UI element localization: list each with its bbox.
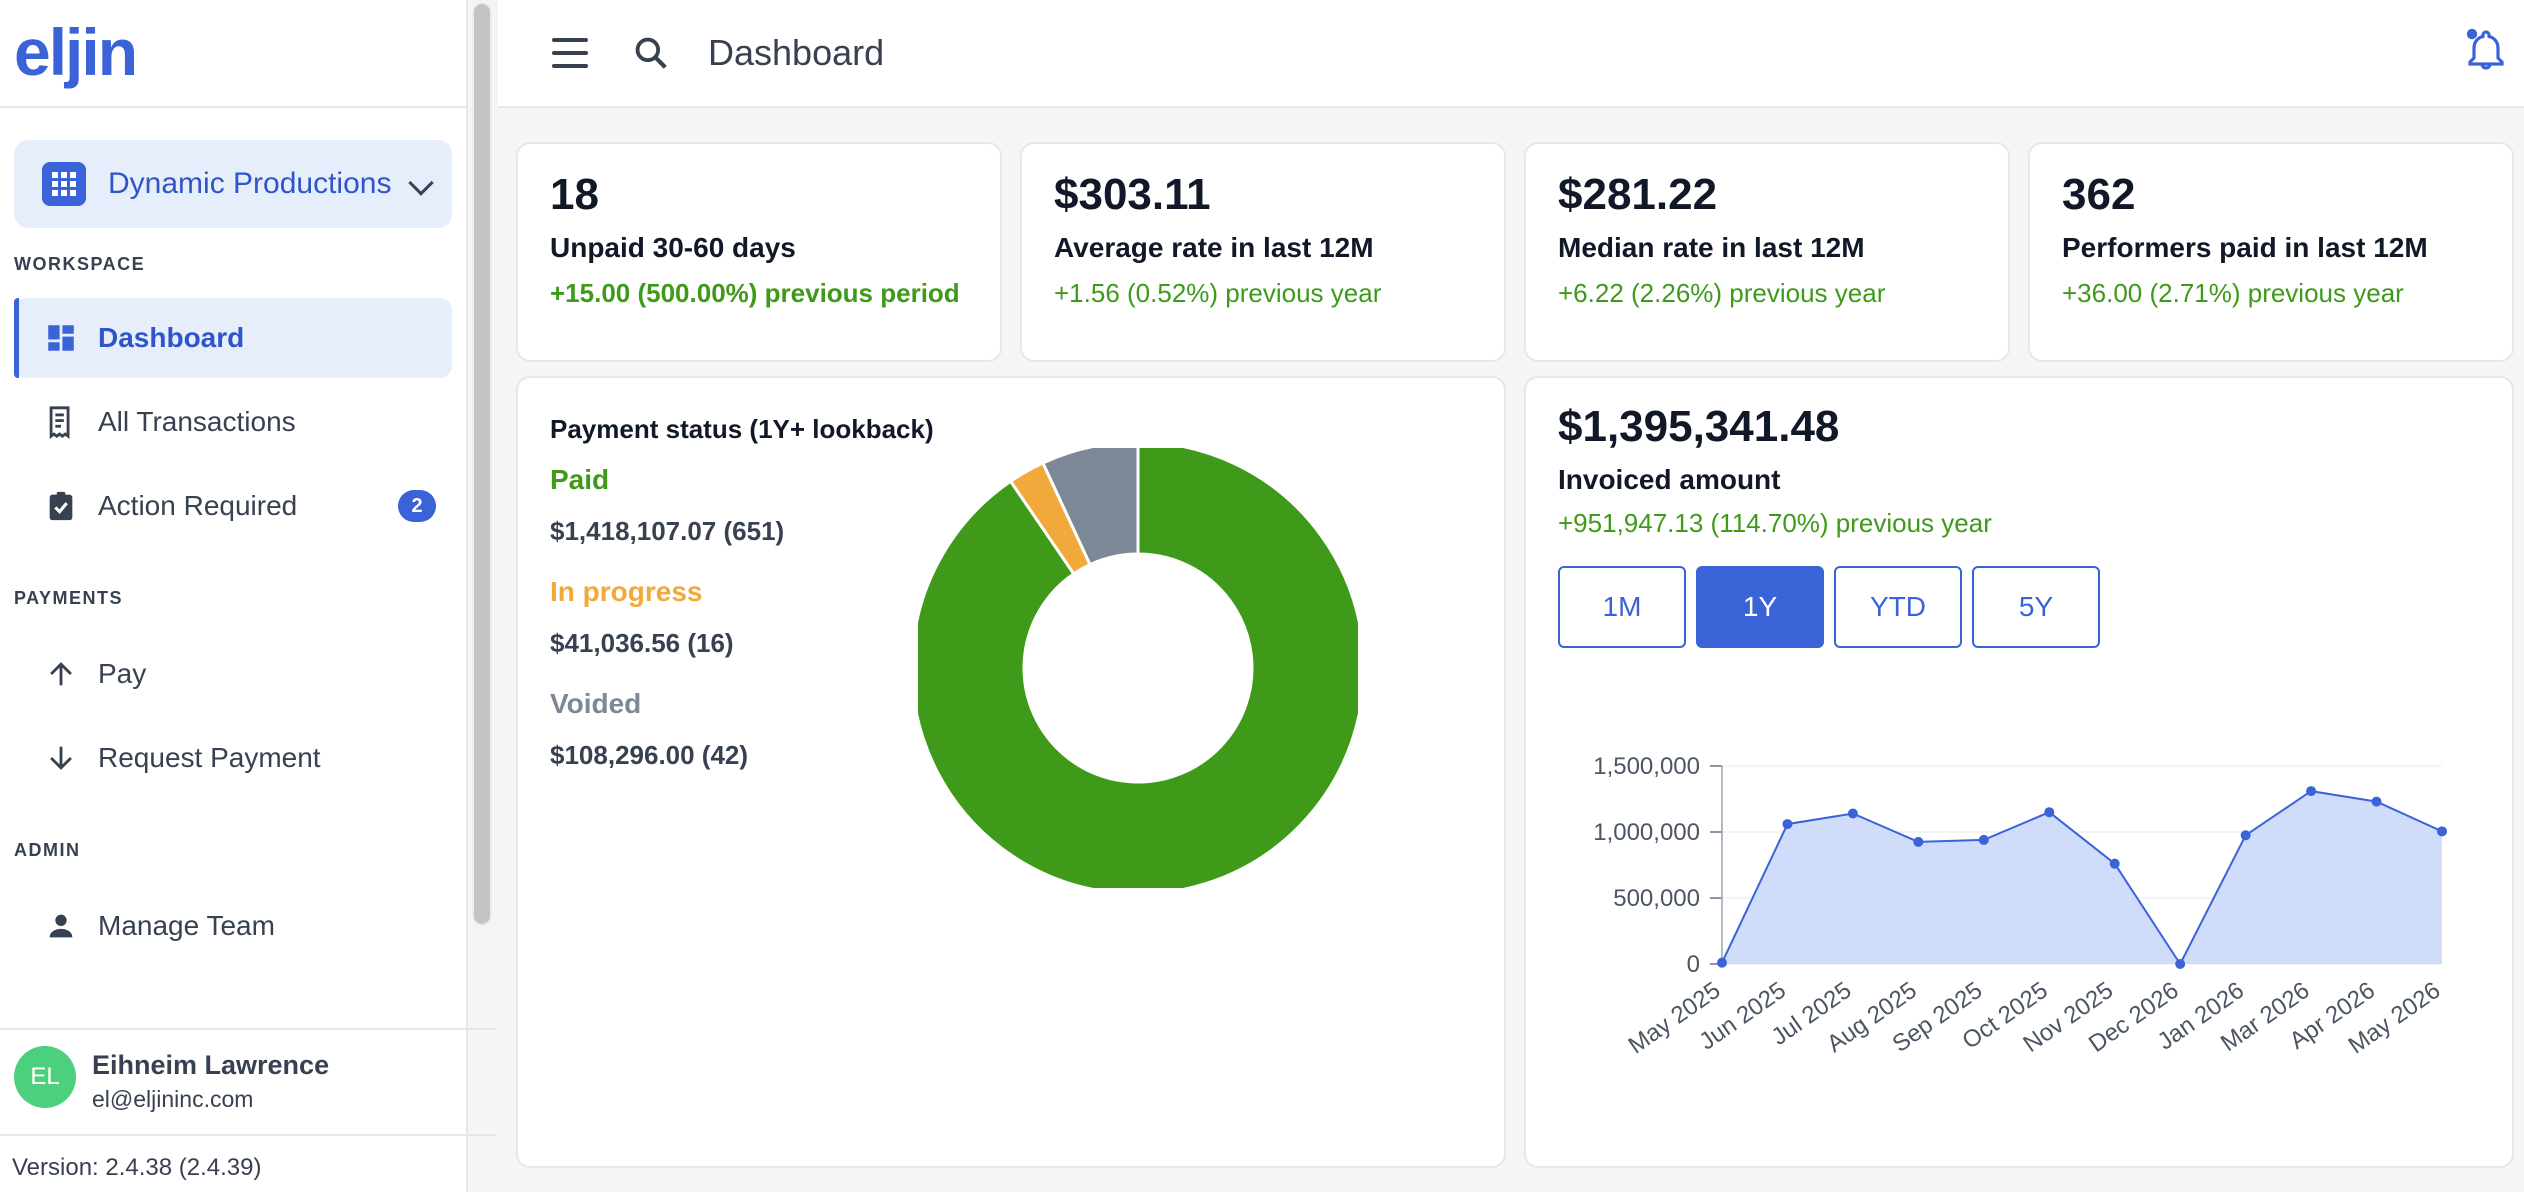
arrow-up-icon xyxy=(50,662,72,686)
clipboard-check-icon xyxy=(49,491,73,521)
range-button-1m[interactable]: 1M xyxy=(1558,566,1686,648)
section-label-admin: ADMIN xyxy=(14,840,81,860)
chevron-down-icon xyxy=(408,170,434,196)
range-button-5y[interactable]: 5Y xyxy=(1972,566,2100,648)
avatar: EL xyxy=(14,1046,76,1108)
y-tick-label: 1,500,000 xyxy=(1593,753,1700,780)
page-title: Dashboard xyxy=(708,32,885,73)
sidebar-scroll-thumb[interactable] xyxy=(474,4,490,924)
data-point[interactable] xyxy=(1847,808,1858,819)
sidebar-item-dashboard[interactable]: Dashboard xyxy=(14,298,452,378)
card-title: Payment status (1Y+ lookback) xyxy=(550,414,934,444)
data-point[interactable] xyxy=(2044,807,2055,818)
count-badge: 2 xyxy=(398,490,436,522)
arrow-down-icon xyxy=(50,746,72,770)
stat-value: 18 xyxy=(550,170,599,219)
invoiced-card: $1,395,341.48 Invoiced amount +951,947.1… xyxy=(1524,376,2514,1168)
data-point[interactable] xyxy=(2240,830,2251,841)
app-logo[interactable]: eljin xyxy=(14,15,138,89)
stat-value: 362 xyxy=(2062,170,2136,219)
range-button-ytd[interactable]: YTD xyxy=(1834,566,1962,648)
person-icon xyxy=(49,914,73,938)
invoiced-delta: +951,947.13 (114.70%) previous year xyxy=(1558,508,1992,538)
org-selector[interactable]: Dynamic Productions xyxy=(14,140,452,228)
stat-delta: +36.00 (2.71%) previous year xyxy=(2062,278,2404,308)
building-icon xyxy=(42,162,86,206)
y-tick-label: 0 xyxy=(1687,951,1700,978)
sidebar-item-label: Pay xyxy=(98,658,147,689)
data-point[interactable] xyxy=(2371,796,2382,807)
sidebar-item-manage-team[interactable]: Manage Team xyxy=(14,886,452,966)
data-point[interactable] xyxy=(2437,826,2447,837)
data-point[interactable] xyxy=(1717,957,1727,968)
donut-slice-paid[interactable] xyxy=(918,448,1358,888)
sidebar-item-request-payment[interactable]: Request Payment xyxy=(14,718,452,798)
series-line xyxy=(1721,790,2443,966)
data-point[interactable] xyxy=(1978,834,1989,845)
section-label-payments: PAYMENTS xyxy=(14,588,124,608)
receipt-icon xyxy=(49,406,70,439)
legend-label-paid: Paid xyxy=(550,464,610,495)
payment-status-donut-chart xyxy=(918,448,1358,888)
dashboard-icon xyxy=(48,325,74,351)
stat-card-performers-paid: 362 Performers paid in last 12M +36.00 (… xyxy=(2028,142,2514,362)
search-icon[interactable] xyxy=(632,34,670,72)
stat-card-unpaid: 18 Unpaid 30-60 days +15.00 (500.00%) pr… xyxy=(516,142,1002,362)
stat-value: $281.22 xyxy=(1558,170,1718,219)
stat-delta: +6.22 (2.26%) previous year xyxy=(1558,278,1886,308)
sidebar-item-label: Manage Team xyxy=(98,910,275,941)
legend-amount-voided: $108,296.00 (42) xyxy=(550,740,749,770)
data-point[interactable] xyxy=(2306,786,2317,797)
data-point[interactable] xyxy=(1913,836,1924,847)
top-bar: Dashboard xyxy=(498,0,2524,108)
invoiced-label: Invoiced amount xyxy=(1558,464,1781,495)
stat-delta: +1.56 (0.52%) previous year xyxy=(1054,278,1382,308)
user-name: Eihneim Lawrence xyxy=(92,1050,330,1080)
sidebar-item-label: Dashboard xyxy=(98,322,245,353)
legend-label-in-progress: In progress xyxy=(550,576,703,607)
invoiced-value: $1,395,341.48 xyxy=(1558,402,1840,451)
stat-label: Median rate in last 12M xyxy=(1558,232,1865,263)
y-tick-label: 500,000 xyxy=(1613,885,1700,912)
sidebar-item-all-transactions[interactable]: All Transactions xyxy=(14,382,452,462)
sidebar-item-pay[interactable]: Pay xyxy=(14,634,452,714)
stat-label: Average rate in last 12M xyxy=(1054,232,1374,263)
sidebar-item-action-required[interactable]: Action Required 2 xyxy=(14,466,452,546)
stat-label: Unpaid 30-60 days xyxy=(550,232,796,263)
y-tick-label: 1,000,000 xyxy=(1593,819,1700,846)
version-label: Version: 2.4.38 (2.4.39) xyxy=(12,1154,262,1181)
sidebar: eljin Dynamic Productions WORKSPACE Dash… xyxy=(0,0,468,1192)
legend-label-voided: Voided xyxy=(550,688,642,719)
sidebar-item-label: Request Payment xyxy=(98,742,321,773)
user-email: el@eljininc.com xyxy=(92,1086,254,1112)
org-name: Dynamic Productions xyxy=(108,167,392,200)
legend-amount-in-progress: $41,036.56 (16) xyxy=(550,628,734,658)
user-profile[interactable]: EL Eihneim Lawrence el@eljininc.com xyxy=(0,1028,496,1134)
range-button-1y[interactable]: 1Y xyxy=(1696,566,1824,648)
stat-delta: +15.00 (500.00%) previous period xyxy=(550,278,960,308)
menu-icon[interactable] xyxy=(552,38,588,68)
payment-status-card: Payment status (1Y+ lookback) Paid $1,41… xyxy=(516,376,1506,1168)
notification-bell-icon[interactable] xyxy=(2462,26,2510,74)
area-fill xyxy=(1722,791,2442,964)
stat-value: $303.11 xyxy=(1054,170,1211,219)
stat-card-median-rate: $281.22 Median rate in last 12M +6.22 (2… xyxy=(1524,142,2010,362)
data-point[interactable] xyxy=(2109,858,2120,869)
stat-label: Performers paid in last 12M xyxy=(2062,232,2428,263)
sidebar-item-label: Action Required xyxy=(98,490,298,521)
divider xyxy=(0,1134,496,1136)
divider xyxy=(0,106,466,108)
donut-slice-voided[interactable] xyxy=(1040,448,1140,567)
section-label-workspace: WORKSPACE xyxy=(14,254,146,274)
data-point[interactable] xyxy=(1782,819,1793,830)
legend-amount-paid: $1,418,107.07 (651) xyxy=(550,516,785,546)
stat-card-average-rate: $303.11 Average rate in last 12M +1.56 (… xyxy=(1020,142,1506,362)
data-point[interactable] xyxy=(2175,959,2186,969)
sidebar-item-label: All Transactions xyxy=(98,406,296,437)
